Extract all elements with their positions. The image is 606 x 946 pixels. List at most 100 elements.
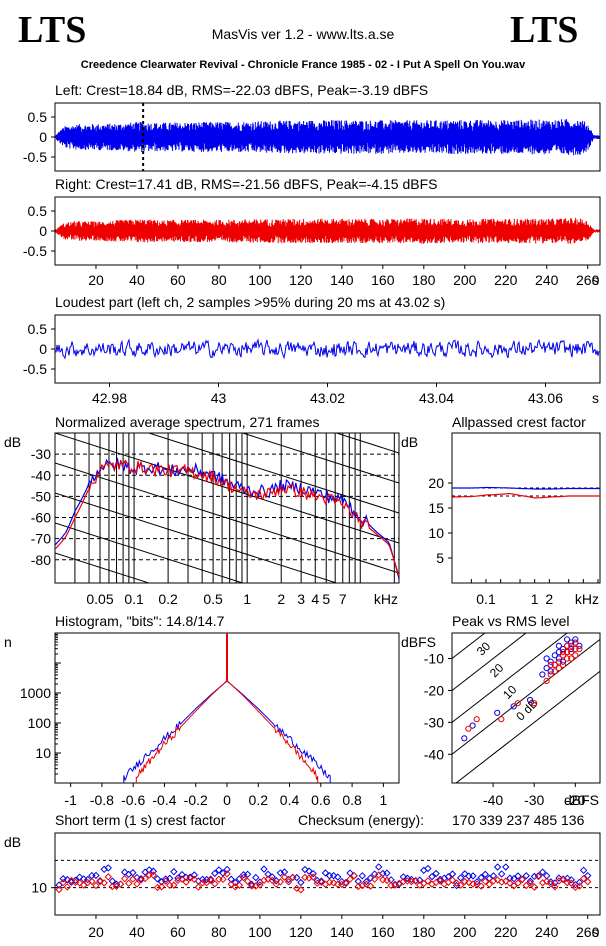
short-term-crest-point-left — [178, 870, 186, 879]
short-term-crest-point-right — [239, 873, 248, 882]
peak-vs-rms-crest-label: 40 — [461, 617, 481, 637]
right-waveform-xtick-label: 260 — [576, 272, 600, 288]
histogram-xtick-label: -0.4 — [152, 792, 176, 808]
short-term-crest-point-left — [555, 874, 563, 882]
short-term-crest-point-left — [104, 864, 112, 872]
loudest-part-series — [55, 337, 600, 360]
short-term-crest-xtick-label: 80 — [211, 924, 227, 940]
peak-vs-rms-crest-label: 10 — [500, 682, 520, 702]
short-term-crest-xtick-label: 60 — [170, 924, 186, 940]
peak-vs-rms-point-left — [572, 636, 579, 643]
short-term-crest-point-right — [481, 877, 489, 886]
peak-vs-rms-crest-line — [452, 633, 527, 691]
short-term-crest-point-right — [133, 880, 141, 888]
peak-vs-rms-point-left — [568, 639, 575, 646]
short-term-crest-point-right — [518, 875, 526, 884]
loudest-part-ytick-label: -0.5 — [23, 361, 47, 377]
peak-vs-rms-ytick-label: -40 — [424, 746, 444, 762]
right-waveform-xtick-label: 120 — [289, 272, 313, 288]
short-term-crest-point-left — [370, 870, 379, 878]
short-term-crest-point-left — [502, 863, 510, 871]
short-term-crest-point-left — [280, 868, 289, 876]
peak-vs-rms-point-right — [564, 642, 571, 649]
right-waveform-xtick-label: 80 — [211, 272, 227, 288]
histogram-xtick-label: -0.2 — [184, 792, 208, 808]
histogram-series-left — [123, 680, 331, 783]
short-term-crest-point-left — [243, 870, 252, 879]
average-spectrum-slope-line — [55, 673, 399, 783]
logo-right: LTS — [510, 9, 579, 51]
peak-vs-rms-crest-line — [452, 633, 486, 659]
short-term-crest-point-right — [456, 881, 465, 889]
allpassed-crest-series-right — [452, 493, 600, 499]
right-waveform-xtick-label: 240 — [535, 272, 559, 288]
short-term-crest-point-left — [92, 871, 100, 880]
song-title: Creedence Clearwater Revival - Chronicle… — [80, 59, 526, 71]
spectrum-title: Normalized average spectrum, 271 frames — [55, 414, 320, 430]
left-waveform-ytick-label: 0 — [39, 129, 47, 145]
short-term-crest-point-left — [493, 863, 502, 871]
short-term-crest-point-right — [493, 876, 502, 884]
average-spectrum-slope-line — [55, 283, 399, 393]
short-term-crest-point-right — [182, 878, 190, 886]
histogram-xtick-label: 1 — [379, 792, 387, 808]
short-term-crest-point-left — [567, 876, 576, 884]
short-term-crest-point-left — [153, 875, 162, 883]
histogram-ytick-label: 100 — [28, 715, 52, 731]
right-waveform-xtick-label: 180 — [412, 272, 436, 288]
short-term-crest-point-right — [75, 879, 84, 887]
short-term-crest-point-left — [190, 871, 199, 879]
peak-vs-rms-point-right — [559, 649, 567, 656]
short-term-crest-point-right — [55, 885, 63, 894]
short-term-crest-point-right — [88, 877, 96, 886]
checksum-value: 170 339 237 485 136 — [452, 812, 585, 828]
short-term-crest-point-right — [301, 873, 309, 882]
short-term-crest-point-right — [526, 879, 535, 887]
average-spectrum-series-right — [55, 459, 399, 577]
right-waveform-xtick-label: 100 — [248, 272, 272, 288]
short-term-crest-point-left — [145, 866, 153, 874]
average-spectrum-ylabel: dB — [4, 434, 21, 450]
peak-vs-rms-point-left — [543, 665, 550, 672]
short-term-crest-xtick-label: 240 — [535, 924, 559, 940]
short-term-crest-point-right — [411, 877, 420, 885]
peak-vs-rms-point-left — [461, 735, 468, 742]
short-term-crest-point-left — [301, 865, 309, 874]
peak-vs-rms-point-left — [559, 645, 567, 653]
peak-vs-rms-point-right — [564, 649, 571, 656]
histogram-xtick-label: -0.6 — [121, 792, 145, 808]
app-title: MasVis ver 1.2 - www.lts.a.se — [211, 26, 395, 42]
right-waveform-series-0 — [55, 218, 600, 244]
average-spectrum-slope-line — [55, 313, 399, 423]
short-term-crest-point-left — [211, 869, 219, 878]
short-term-crest-point-right — [309, 873, 317, 881]
crest-factor-title: Allpassed crest factor — [452, 414, 586, 430]
peak-vs-rms-point-left — [539, 671, 546, 678]
short-term-crest-point-right — [354, 882, 362, 891]
short-term-crest-point-left — [407, 875, 416, 884]
histogram-title: Histogram, "bits": 14.8/14.7 — [55, 613, 225, 629]
short-term-crest-point-left — [526, 877, 535, 885]
right-waveform-xtick-label: 140 — [330, 272, 354, 288]
loudest-part-xtick-label: 42.98 — [92, 390, 127, 406]
average-spectrum-xtick-label: 0.5 — [203, 591, 223, 607]
short-term-crest-point-left — [170, 867, 178, 876]
histogram-ytick-label: 1000 — [20, 685, 51, 701]
short-term-crest-point-right — [280, 873, 289, 881]
short-term-crest-point-right — [63, 883, 72, 891]
short-term-crest-point-left — [456, 874, 465, 882]
histogram-plot — [123, 633, 331, 783]
short-term-crest-point-right — [219, 875, 227, 884]
short-term-crest-point-right — [375, 871, 383, 879]
short-term-crest-point-left — [362, 877, 371, 886]
short-term-crest-point-right — [506, 879, 514, 887]
short-term-crest-point-left — [358, 872, 367, 880]
short-term-crest-point-right — [276, 878, 285, 886]
average-spectrum-xtick-label: 4 — [311, 591, 319, 607]
short-term-crest-point-right — [215, 875, 223, 884]
short-term-crest-point-right — [149, 871, 158, 879]
average-spectrum-ytick-label: -40 — [31, 467, 51, 483]
short-term-crest-point-left — [293, 873, 301, 882]
logo-left: LTS — [18, 9, 87, 51]
right-waveform-xtick-label: 220 — [494, 272, 518, 288]
